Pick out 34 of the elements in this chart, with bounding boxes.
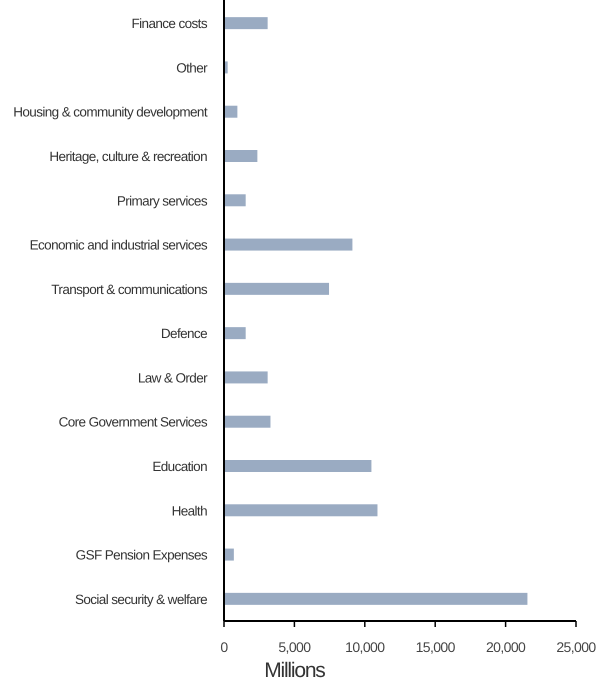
bar: [224, 371, 268, 384]
bar: [224, 17, 268, 30]
x-tick-label: 15,000: [416, 639, 456, 655]
bar: [224, 150, 258, 162]
bar: [224, 504, 378, 516]
y-tick-label: Economic and industrial services: [30, 238, 208, 253]
bar: [224, 592, 528, 605]
bar: [224, 282, 330, 295]
bar: [224, 106, 238, 118]
y-tick-label: Law & Order: [138, 370, 208, 386]
y-tick-label: Finance costs: [132, 16, 208, 32]
bar: [224, 548, 234, 561]
x-tick-label: 20,000: [486, 639, 526, 655]
bar: [224, 194, 246, 206]
x-tick-label: 25,000: [556, 639, 596, 655]
x-tick-label: 0: [220, 639, 228, 655]
y-tick-label: GSF Pension Expenses: [76, 548, 208, 563]
y-tick-label: Housing & community development: [13, 104, 208, 120]
y-tick-label: Defence: [160, 326, 208, 342]
y-tick-label: Education: [152, 459, 208, 474]
x-tick-label: 10,000: [345, 639, 386, 655]
x-axis-title: Millions: [264, 659, 326, 682]
bar: [224, 460, 372, 472]
y-tick-label: Heritage, culture & recreation: [49, 149, 208, 164]
y-tick-label: Core Government Services: [58, 414, 208, 430]
bar: [224, 238, 352, 251]
y-tick-label: Other: [176, 60, 208, 76]
bar: [224, 327, 246, 340]
bar: [224, 416, 270, 428]
y-tick-label: Social security & welfare: [74, 592, 208, 607]
y-tick-label: Primary services: [116, 193, 208, 208]
y-tick-label: Transport & communications: [51, 282, 208, 297]
x-tick-label: 5,000: [278, 639, 312, 655]
y-tick-label: Health: [172, 503, 208, 518]
